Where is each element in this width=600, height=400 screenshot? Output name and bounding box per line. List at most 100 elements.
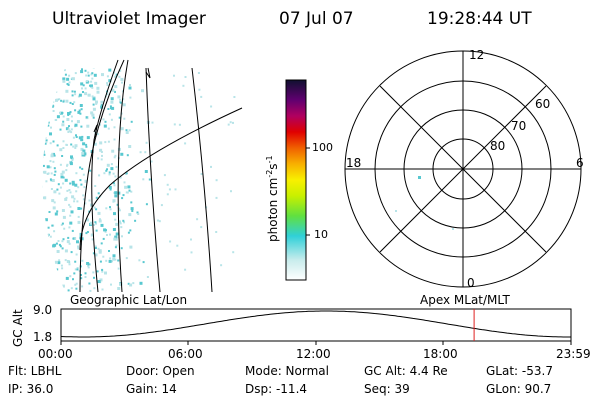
aurora-pixel — [158, 220, 161, 223]
aurora-pixel — [117, 191, 121, 195]
aurora-pixel — [125, 129, 128, 132]
aurora-pixel — [120, 247, 123, 250]
aurora-pixel — [78, 136, 82, 140]
aurora-pixel — [66, 118, 70, 121]
aurora-pixel — [47, 226, 50, 229]
aurora-pixel — [108, 250, 110, 252]
aurora-pixel — [104, 230, 107, 233]
aurora-pixel — [103, 172, 106, 175]
aurora-pixel — [50, 126, 52, 129]
aurora-pixel — [110, 283, 112, 286]
aurora-pixel — [101, 154, 103, 157]
aurora-pixel — [112, 228, 116, 231]
aurora-pixel — [70, 143, 73, 146]
aurora-pixel — [130, 120, 133, 123]
aurora-pixel — [105, 259, 108, 262]
aurora-pixel — [61, 222, 64, 225]
geographic-grid-label: Geographic Lat/Lon — [70, 293, 188, 307]
aurora-pixel — [77, 207, 81, 210]
aurora-pixel — [84, 272, 87, 275]
aurora-pixel — [62, 140, 65, 143]
aurora-pixel — [77, 120, 80, 123]
aurora-pixel — [51, 224, 54, 227]
aurora-pixel — [127, 185, 131, 189]
aurora-pixel — [61, 240, 64, 243]
aurora-pixel — [70, 128, 73, 131]
aurora-pixel — [74, 72, 77, 75]
aurora-pixel — [55, 98, 58, 102]
aurora-pixel — [128, 86, 132, 90]
aurora-pixel — [44, 142, 47, 145]
mlt-label-0: 0 — [467, 276, 475, 290]
aurora-pixel — [65, 127, 69, 131]
aurora-pixel — [130, 207, 134, 211]
aurora-pixel — [85, 143, 88, 146]
aurora-pixel — [93, 287, 96, 290]
aurora-pixel — [96, 270, 99, 273]
aurora-pixel — [126, 154, 129, 157]
aurora-pixel — [174, 188, 177, 191]
aurora-pixel — [108, 68, 112, 72]
aurora-pixel — [112, 257, 116, 261]
orbit-time-label-18: 18:00 — [423, 347, 458, 361]
aurora-pixel — [136, 211, 139, 214]
aurora-pixel — [134, 219, 137, 222]
aurora-pixel — [92, 103, 95, 106]
aurora-pixel — [62, 115, 65, 118]
aurora-pixel — [47, 121, 50, 124]
aurora-pixel — [101, 270, 104, 273]
aurora-pixel — [71, 182, 75, 186]
aurora-pixel — [110, 100, 114, 104]
aurora-pixel — [74, 260, 77, 263]
aurora-pixel — [56, 250, 60, 253]
aurora-pixel — [76, 240, 79, 244]
aurora-pixel — [72, 136, 75, 139]
aurora-pixel — [74, 268, 77, 271]
aurora-pixel — [76, 200, 79, 203]
aurora-pixel — [87, 263, 90, 266]
aurora-pixel — [116, 203, 119, 206]
aurora-pixel — [115, 222, 119, 226]
aurora-pixel — [49, 160, 52, 163]
aurora-pixel — [68, 130, 71, 133]
aurora-pixel — [81, 151, 85, 155]
aurora-pixel — [71, 103, 74, 105]
aurora-pixel — [56, 115, 60, 119]
aurora-pixel — [67, 236, 70, 239]
aurora-pixel — [80, 274, 82, 276]
aurora-pixel — [71, 94, 74, 97]
aurora-pixel — [90, 73, 93, 76]
aurora-pixel — [74, 109, 77, 112]
aurora-pixel — [215, 196, 218, 199]
aurora-pixel — [80, 207, 83, 210]
aurora-pixel — [88, 199, 91, 202]
glat-info: GLat: -53.7 — [486, 364, 553, 378]
aurora-pixel — [100, 105, 104, 109]
aurora-pixel — [119, 222, 122, 225]
aurora-pixel — [43, 152, 46, 155]
orbit-axis-label: GC Alt — [11, 309, 25, 347]
aurora-pixel — [70, 131, 73, 134]
aurora-pixel — [129, 283, 133, 287]
aurora-pixel — [65, 196, 68, 199]
aurora-pixel — [106, 75, 109, 78]
aurora-pixel — [80, 183, 83, 186]
aurora-pixel — [95, 102, 98, 105]
aurora-pixel — [108, 113, 111, 116]
aurora-pixel — [106, 234, 108, 236]
aurora-pixel — [60, 264, 63, 267]
aurora-pixel — [101, 268, 104, 271]
aurora-pixel — [69, 191, 72, 194]
aurora-pixel — [119, 101, 122, 104]
aurora-pixel — [210, 105, 213, 108]
aurora-pixel — [67, 131, 70, 133]
aurora-pixel — [68, 189, 71, 191]
aurora-pixel — [85, 232, 88, 235]
aurora-pixel — [145, 203, 148, 206]
aurora-pixel — [71, 120, 73, 123]
aurora-pixel — [85, 116, 88, 119]
aurora-pixel — [111, 149, 115, 153]
aurora-pixel — [176, 244, 179, 247]
aurora-pixel — [113, 71, 116, 74]
